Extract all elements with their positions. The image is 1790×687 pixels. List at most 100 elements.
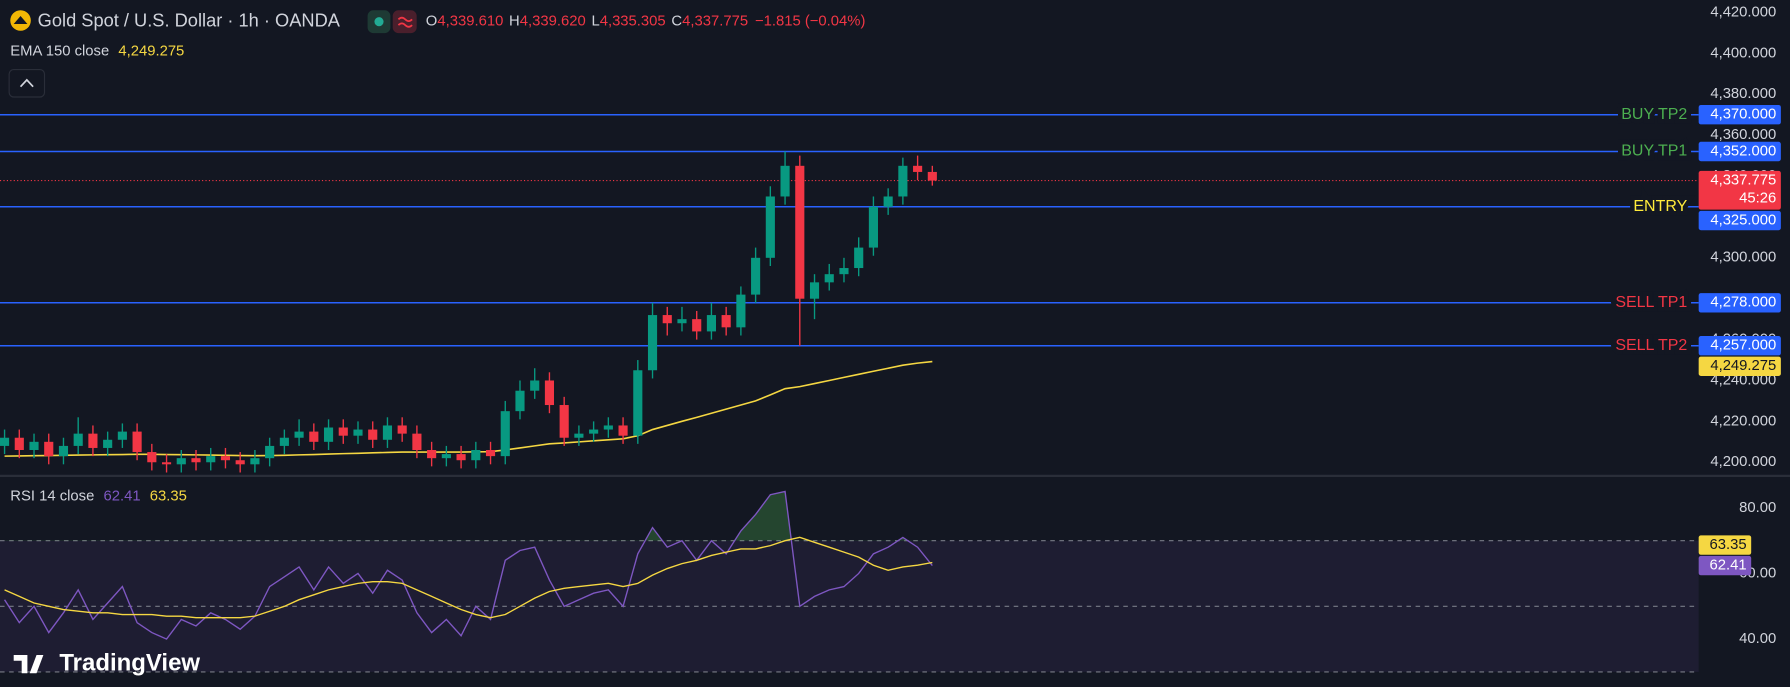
ohlc-key: C [671,14,682,30]
ema-legend-value: 4,249.275 [118,43,184,59]
candle-body [294,431,304,438]
axis-price-label: 4,249.275 [1710,358,1776,374]
indicator-toggle[interactable] [392,10,417,34]
candle-body [132,431,142,453]
candle-body [677,319,687,324]
candle-body [88,433,98,448]
candle-body [235,460,245,465]
candle-body [868,206,878,248]
candle-body [382,425,393,440]
candle-body [191,458,201,463]
level-label: BUY TP1 [1621,143,1687,160]
axis-price-box [1698,210,1781,231]
rsi-tick-label: 80.00 [1739,500,1776,516]
candle-body [323,427,334,442]
candle-body [412,433,422,450]
candle-body [161,462,172,465]
candle-body [736,294,746,328]
rsi-legend: RSI 14 close 62.41 63.35 [10,488,187,504]
level-label: BUY TP2 [1621,106,1687,123]
y-tick-label: 4,400.000 [1710,45,1776,61]
rsi-axis-label: 62.41 [1710,557,1747,573]
axis-price-box [1698,104,1781,125]
y-tick-label: 4,380.000 [1710,86,1776,102]
candle-body [368,429,378,440]
axis-price-label: 45:26 [1739,191,1776,207]
ohlc-value: 4,339.620 [520,14,586,30]
axis-price-label: 4,325.000 [1710,212,1776,228]
watermark: TradingView [59,650,200,677]
candle-body [220,456,231,461]
candle-body [397,425,407,434]
rsi-tick-label: 40.00 [1739,631,1776,647]
candle-body [780,165,790,197]
rsi-axis-label: 63.35 [1710,537,1747,553]
axis-price-label: 4,278.000 [1710,295,1776,311]
symbol-title: Gold Spot / U.S. Dollar · 1h · OANDA [38,10,341,31]
candle-body [485,449,496,457]
candle-body [633,370,643,436]
rsi-axis-box [1698,555,1752,576]
candle-body [647,315,658,371]
market-status-dot [374,17,384,27]
candle-body [58,445,69,457]
candle-body [14,437,24,450]
candle-body [839,268,849,275]
candle-body [471,449,481,461]
ohlc-key: L [591,14,599,30]
candle-body [309,431,319,442]
candle-body [662,315,672,324]
rsi-line [3,490,933,640]
candle-body [279,437,289,446]
level-label: ENTRY [1633,198,1687,215]
candle-body [530,380,540,391]
candle-body [618,425,628,436]
ohlc-key: H [509,14,520,30]
candle-body [795,165,805,299]
candle-body [692,319,702,332]
axis-price-label: 4,257.000 [1710,338,1776,354]
price-change: −1.815 (−0.04%) [755,14,866,30]
candle-body [706,315,716,332]
candle-body [721,315,731,328]
candle-body [206,456,216,463]
candle-body [603,425,613,430]
candle-body [103,439,113,448]
candle-body [427,449,437,459]
axis-price-box [1698,141,1781,162]
y-tick-label: 4,240.000 [1710,372,1776,388]
candle-body [117,431,127,440]
candle-body [0,437,10,446]
axis-price-label: 4,337.775 [1710,173,1776,189]
axis-price-box [1698,293,1781,313]
candle-body [147,452,157,463]
candle-body [515,390,525,412]
axis-price-label: 4,352.000 [1710,143,1776,159]
ohlc-legend: O4,339.610 H4,339.620 L4,335.305 C4,337.775… [426,14,866,30]
watermark-logo [13,655,44,674]
price-axis: 4,200.0004,220.0004,240.0004,260.0004,30… [1698,4,1781,647]
axis-price-label: 4,370.000 [1710,107,1776,123]
y-tick-label: 4,220.000 [1710,413,1776,429]
axis-price-box [1698,336,1781,356]
ema-legend: EMA 150 close 4,249.275 [10,43,184,59]
y-tick-label: 4,420.000 [1710,4,1776,20]
candle-body [809,282,820,299]
ohlc-value: 4,337.775 [682,14,748,30]
level-label: SELL TP1 [1615,294,1687,311]
candle-body [44,441,54,457]
candle-body [500,411,510,457]
axis-price-box [1698,356,1781,376]
candle-body [441,454,451,459]
ohlc-value: 4,335.305 [600,14,666,30]
candle-body [338,427,348,436]
rsi-line [4,536,933,619]
candle-body [574,433,584,438]
level-label: SELL TP2 [1615,337,1687,354]
candle-body [456,454,466,461]
collapse-button[interactable] [8,69,46,98]
axis-price-box [1698,170,1781,210]
ohlc-value: 4,339.610 [437,14,503,30]
y-tick-label: 4,300.000 [1710,250,1776,266]
